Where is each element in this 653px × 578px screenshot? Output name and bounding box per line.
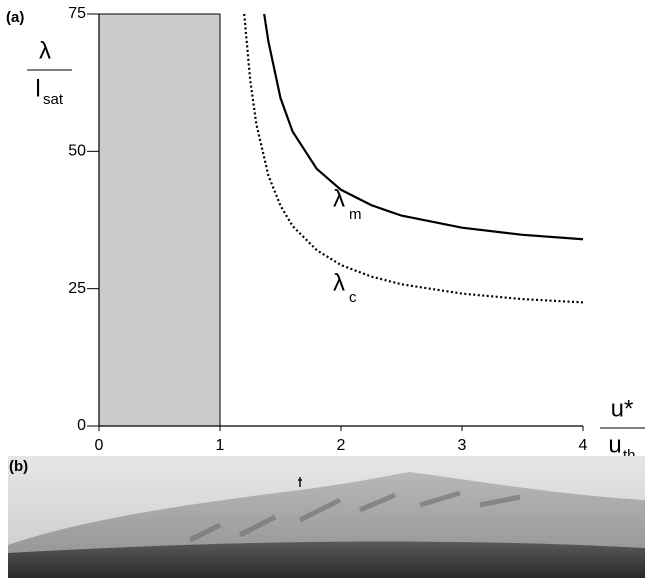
y-tick-label: 0 (77, 417, 86, 434)
y-label-denominator-sub: sat (43, 91, 64, 108)
y-tick-label: 75 (68, 5, 86, 22)
panel-label: (b) (9, 458, 28, 475)
photo-ground (8, 541, 645, 578)
photo-b: (b) (8, 456, 645, 578)
curve-label-sub: m (349, 206, 362, 223)
y-tick-label: 25 (68, 280, 86, 297)
curve-label-sub: c (349, 289, 357, 306)
x-tick-label: 0 (95, 437, 104, 454)
shaded-region (98, 13, 221, 427)
x-tick-label: 2 (337, 437, 346, 454)
curve (243, 13, 584, 304)
x-label-denominator: u (608, 431, 621, 458)
y-label: λ (39, 37, 51, 64)
y-label-denominator: l (35, 75, 40, 102)
x-tick-label: 1 (216, 437, 225, 454)
panel-label: (a) (6, 9, 24, 26)
x-label: u* (611, 395, 634, 422)
curve (263, 13, 584, 241)
curve-label: λ (333, 269, 345, 296)
photo-ripples (188, 490, 521, 543)
photo-person (298, 477, 302, 487)
x-tick-label: 4 (579, 437, 588, 454)
curve-label: λ (333, 185, 345, 212)
y-tick-label: 50 (68, 143, 86, 160)
x-tick-label: 3 (458, 437, 467, 454)
